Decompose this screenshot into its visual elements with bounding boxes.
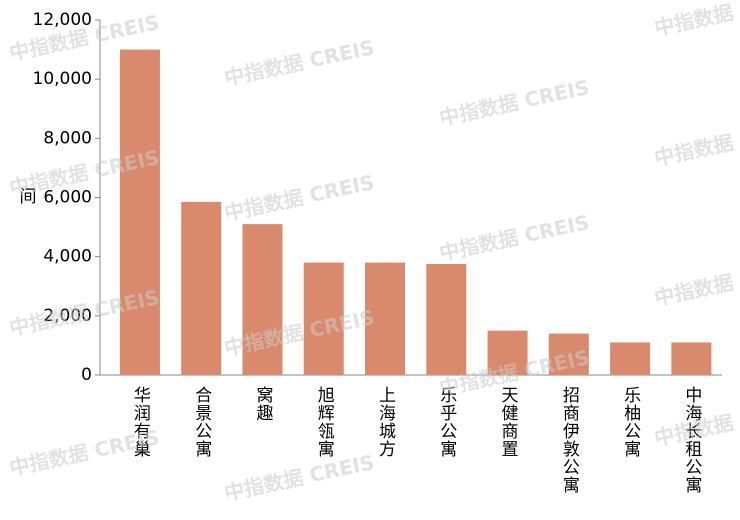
watermark: 中指数据 CREIS xyxy=(7,425,161,480)
y-tick-label: 2,000 xyxy=(43,306,92,326)
x-tick-label: 中海长租公寓 xyxy=(681,386,702,494)
bar xyxy=(610,342,651,375)
x-tick-label: 华润有巢 xyxy=(130,386,151,458)
x-tick-label: 上海城方 xyxy=(375,386,396,458)
bar xyxy=(119,49,160,375)
y-tick-label: 6,000 xyxy=(43,188,92,208)
bar xyxy=(426,264,467,375)
watermark: 中指数据 CREIS xyxy=(652,255,740,310)
x-tick-label: 窝趣 xyxy=(252,386,273,422)
bar xyxy=(365,262,406,375)
bar xyxy=(181,201,222,375)
x-tick-label: 旭辉瓴寓 xyxy=(314,386,335,458)
x-tick-label: 天健商置 xyxy=(498,386,519,458)
watermark: 中指数据 CREIS xyxy=(652,115,740,170)
watermark: 中指数据 CREIS xyxy=(652,0,740,40)
watermark: 中指数据 CREIS xyxy=(222,35,376,90)
y-tick-label: 8,000 xyxy=(43,128,92,148)
x-tick-label: 合景公寓 xyxy=(191,386,212,458)
bar xyxy=(487,330,528,375)
bar xyxy=(671,342,712,375)
x-tick-label: 乐柚公寓 xyxy=(620,386,641,458)
watermark: 中指数据 CREIS xyxy=(437,210,591,265)
x-tick-label: 招商伊敦公寓 xyxy=(559,386,580,494)
watermark: 中指数据 CREIS xyxy=(222,170,376,225)
x-tick-label: 乐乎公寓 xyxy=(436,386,457,458)
watermark: 中指数据 CREIS xyxy=(437,75,591,130)
y-tick-label: 4,000 xyxy=(43,247,92,267)
y-axis-label: 间 xyxy=(20,187,37,207)
watermark: 中指数据 CREIS xyxy=(222,450,376,505)
bar xyxy=(548,333,589,375)
bar xyxy=(303,262,344,375)
bar xyxy=(242,224,283,375)
y-tick-label: 10,000 xyxy=(33,69,92,89)
y-tick-label: 12,000 xyxy=(33,10,92,30)
y-tick-label: 0 xyxy=(81,365,92,385)
